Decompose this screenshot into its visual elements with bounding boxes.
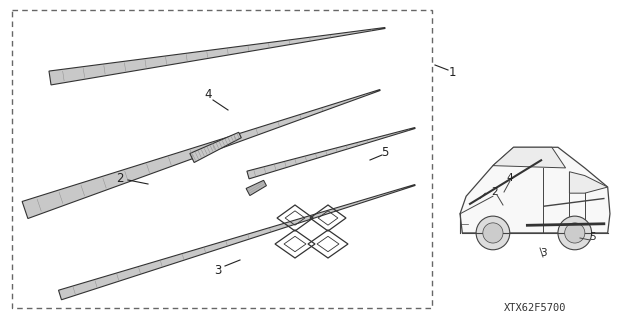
Polygon shape [570, 172, 607, 193]
Text: 2: 2 [116, 172, 124, 184]
Text: 4: 4 [507, 173, 513, 183]
Polygon shape [190, 132, 241, 162]
Text: 5: 5 [381, 145, 388, 159]
Polygon shape [246, 180, 266, 196]
Circle shape [558, 216, 591, 250]
Bar [12, 10, 432, 308]
Text: 1: 1 [448, 65, 456, 78]
Circle shape [483, 223, 503, 243]
Text: 2: 2 [492, 187, 499, 197]
Polygon shape [460, 147, 610, 233]
Polygon shape [58, 184, 415, 300]
Polygon shape [247, 128, 415, 179]
Polygon shape [49, 27, 385, 85]
Circle shape [476, 216, 509, 250]
Text: 3: 3 [214, 263, 221, 277]
Circle shape [564, 223, 585, 243]
Text: 3: 3 [540, 248, 547, 258]
Polygon shape [22, 90, 380, 219]
Text: XTX62F5700: XTX62F5700 [504, 303, 566, 313]
Text: 5: 5 [589, 232, 595, 242]
Polygon shape [493, 147, 566, 168]
Text: 4: 4 [204, 88, 212, 101]
